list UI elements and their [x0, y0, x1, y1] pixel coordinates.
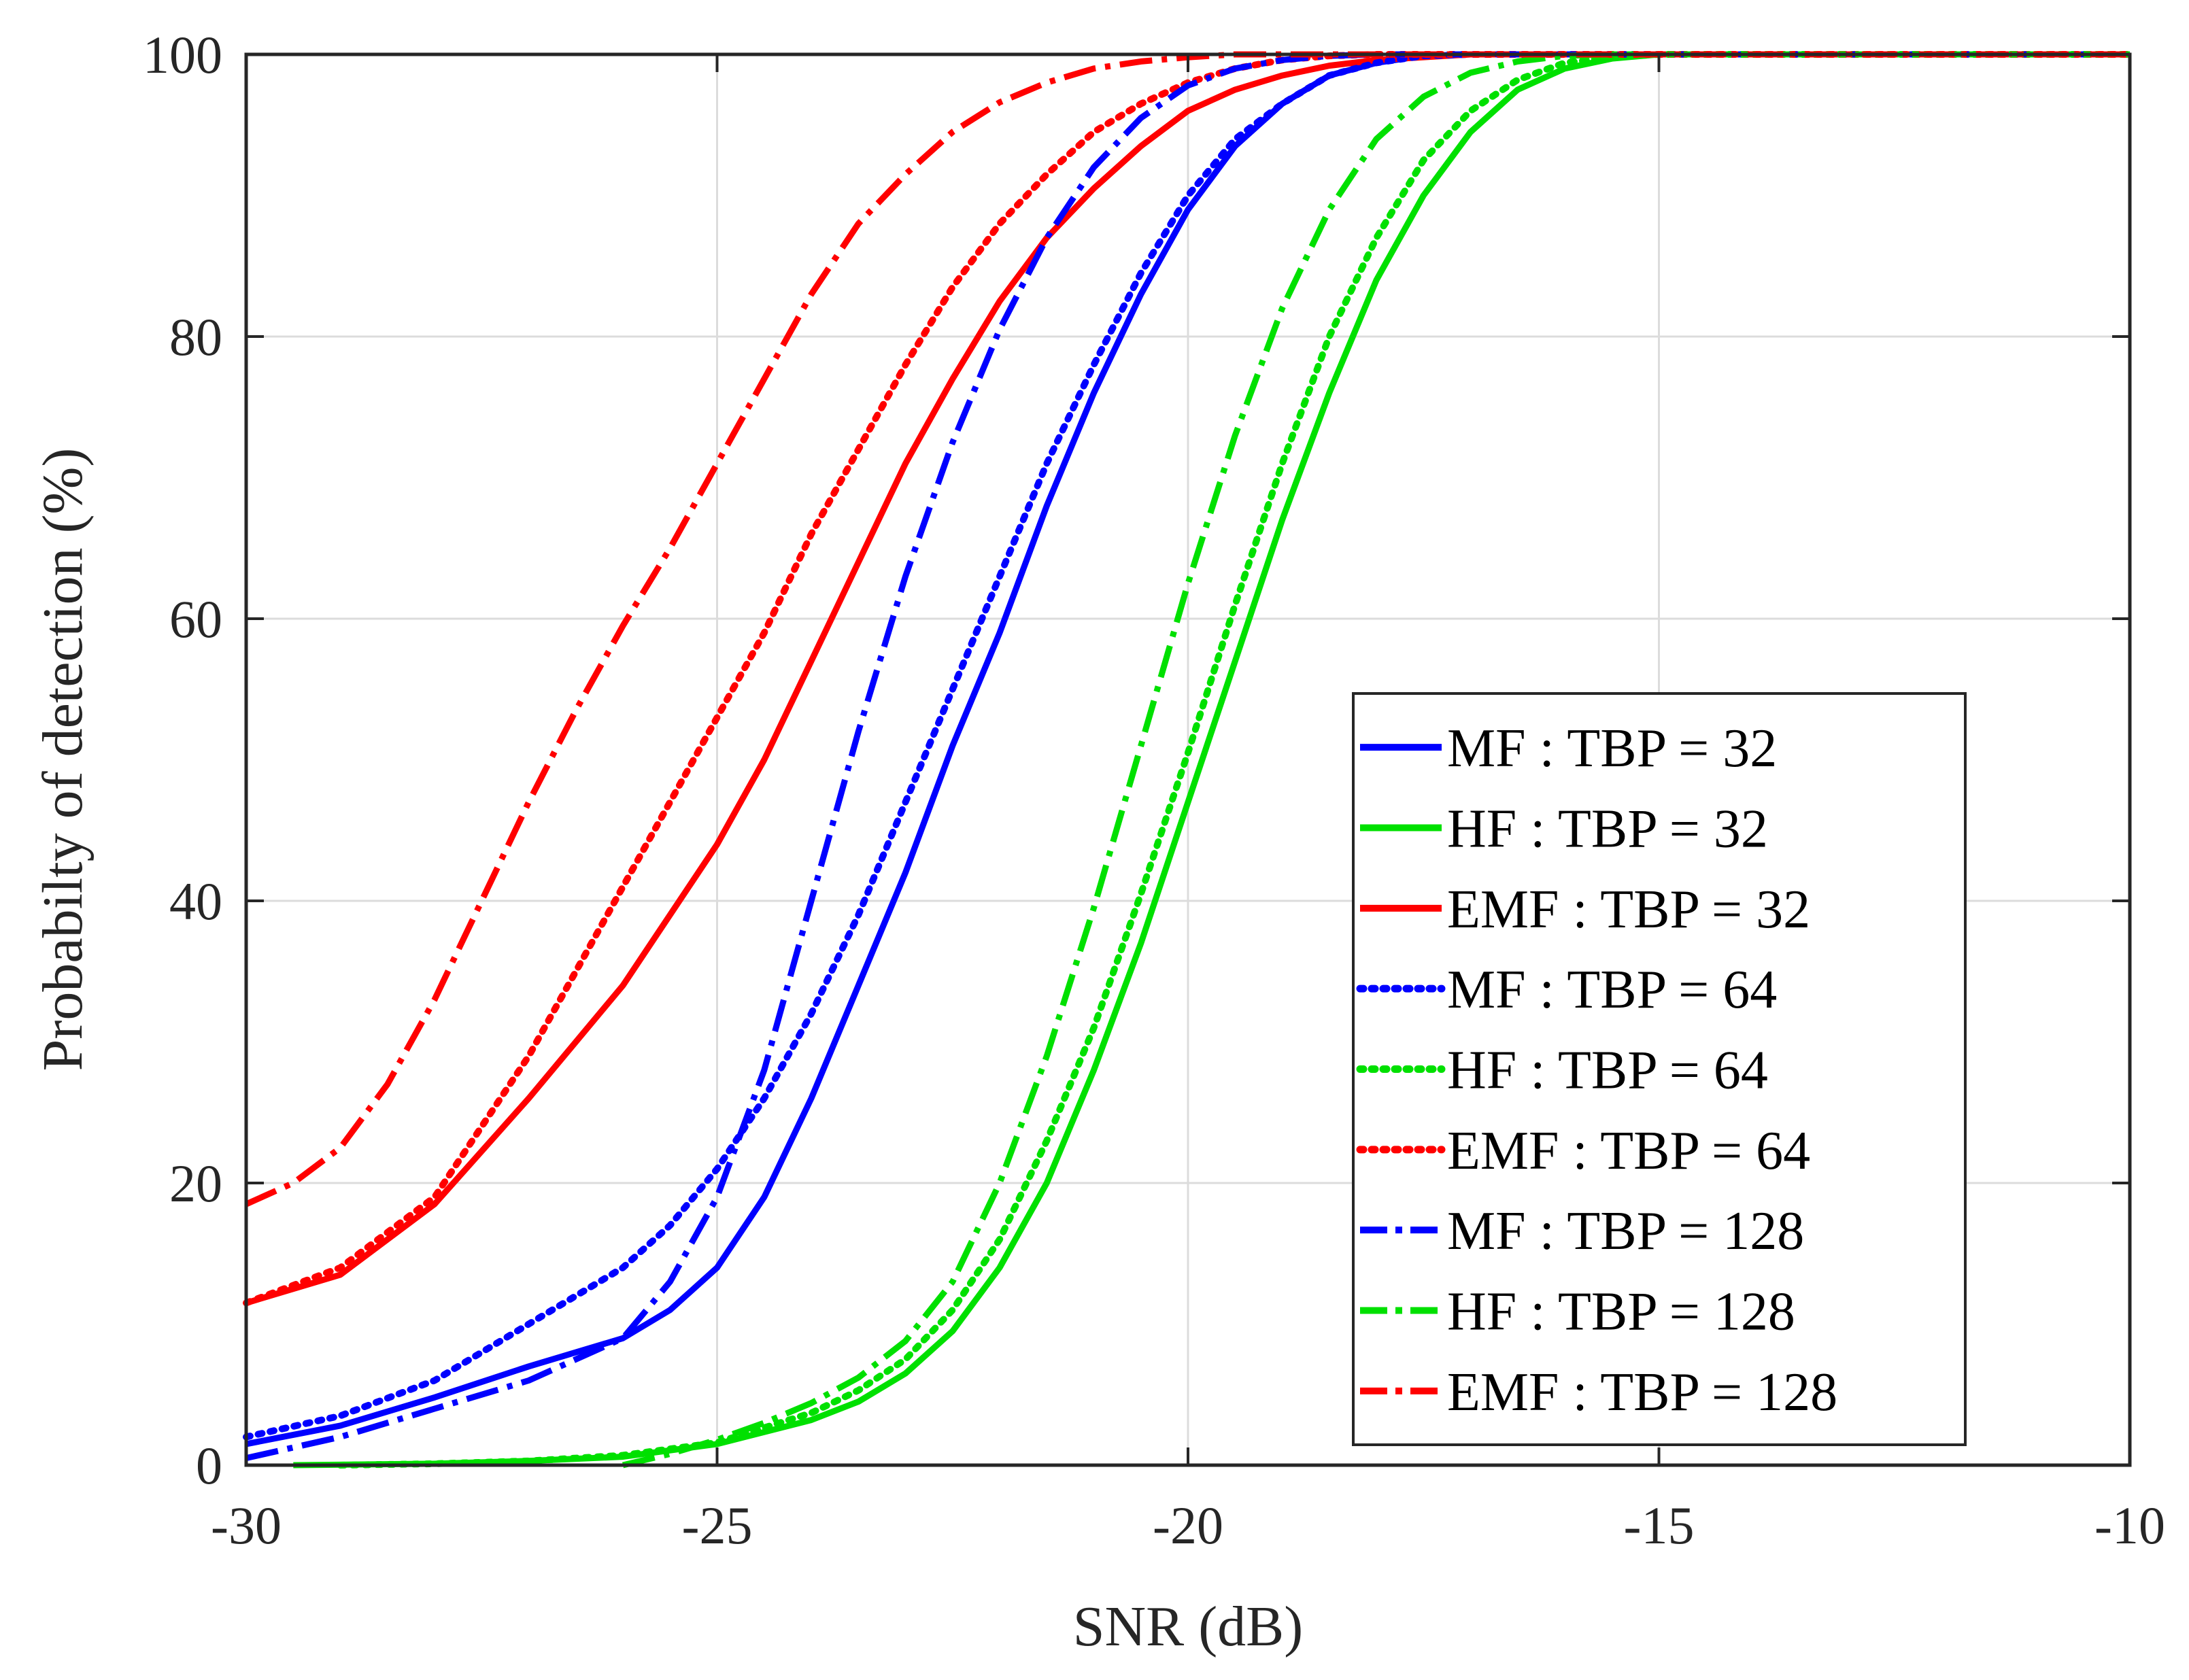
- y-tick-label: 100: [143, 25, 222, 84]
- series-line-8: [622, 51, 2130, 1469]
- x-tick-label: -25: [682, 1496, 753, 1555]
- y-tick-label: 60: [169, 589, 222, 649]
- y-tick-label: 80: [169, 307, 222, 366]
- series-line-4: [243, 51, 2133, 1441]
- x-axis-label: SNR (dB): [1073, 1595, 1303, 1658]
- x-tick-label: -15: [1624, 1496, 1695, 1555]
- legend-box: [1352, 692, 1967, 1446]
- series-line-5: [337, 51, 2133, 1469]
- legend-entry-8: HF : TBP = 128: [1447, 1282, 1795, 1342]
- legend-entry-7: MF : TBP = 128: [1447, 1201, 1804, 1261]
- x-tick-label: -20: [1153, 1496, 1223, 1555]
- y-tick-label: 40: [169, 872, 222, 931]
- legend-entry-5: HF : TBP = 64: [1447, 1041, 1768, 1101]
- y-axis-label: Probabilty of detection (%): [31, 448, 95, 1072]
- y-tick-label: 0: [196, 1436, 222, 1495]
- series-line-3: [245, 51, 2130, 1306]
- y-tick-label: 20: [169, 1154, 222, 1213]
- legend-entry-3: EMF : TBP = 32: [1447, 880, 1810, 940]
- axis-ticks: -30 -25 -20 -15 -10 0 20 40 60 80 100: [143, 25, 2165, 1555]
- x-tick-label: -30: [211, 1496, 282, 1555]
- x-tick-label: -10: [2094, 1496, 2165, 1555]
- legend-entry-9: EMF : TBP = 128: [1447, 1362, 1837, 1422]
- legend-entry-1: MF : TBP = 32: [1447, 719, 1777, 778]
- legend-entry-2: HF : TBP = 32: [1447, 800, 1768, 859]
- legend-entry-4: MF : TBP = 64: [1447, 960, 1777, 1020]
- legend: MF : TBP = 32 HF : TBP = 32 EMF : TBP = 32…: [1352, 692, 1967, 1446]
- legend-entry-6: EMF : TBP = 64: [1447, 1121, 1810, 1181]
